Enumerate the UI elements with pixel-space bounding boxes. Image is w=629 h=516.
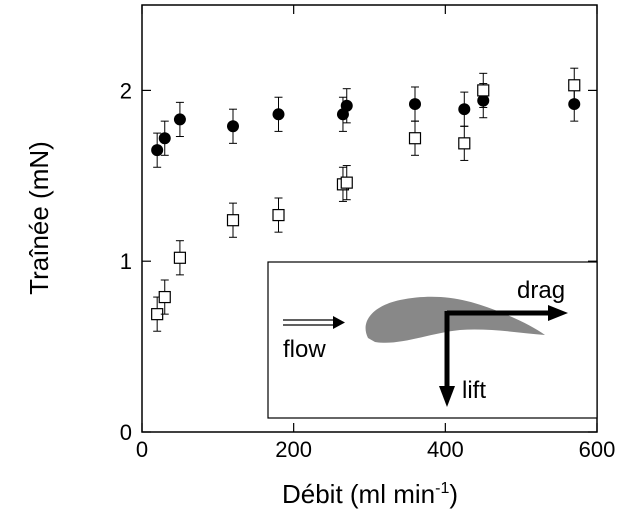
- x-axis-label-end: ): [449, 479, 458, 509]
- point: [408, 132, 422, 145]
- y-tick-label: 2: [120, 78, 132, 103]
- point: [272, 108, 285, 121]
- drag-arrowhead: [548, 305, 568, 321]
- inset-label: lift: [462, 377, 486, 404]
- point: [158, 132, 171, 145]
- y-tick-label: 0: [120, 420, 132, 445]
- flow-arrowhead: [333, 316, 345, 329]
- point: [173, 251, 187, 264]
- plot-frame: [141, 4, 598, 433]
- inset: flow drag lift: [267, 261, 598, 419]
- y-axis-label: Traînée (mN): [24, 141, 54, 295]
- point: [151, 144, 164, 157]
- x-tick-label: 0: [136, 437, 148, 462]
- x-axis-label-sup: -1: [435, 480, 449, 497]
- inset-frame: [267, 261, 598, 419]
- point: [568, 98, 581, 111]
- point: [272, 208, 285, 222]
- point: [340, 176, 353, 189]
- point: [458, 137, 471, 150]
- x-axis-label: Débit (ml min-1): [282, 479, 458, 509]
- lift-arrowhead: [439, 386, 455, 407]
- y-tick-label: 1: [120, 249, 132, 274]
- point: [340, 99, 353, 112]
- airfoil: [365, 296, 545, 343]
- point: [158, 290, 171, 304]
- point: [226, 214, 240, 227]
- x-tick-label: 400: [427, 437, 464, 462]
- x-axis-label-text: Débit (ml min: [282, 479, 435, 509]
- point: [173, 113, 186, 126]
- inset-label: flow: [283, 336, 326, 363]
- inset-label: drag: [517, 277, 565, 304]
- point: [477, 84, 490, 97]
- point: [458, 103, 471, 116]
- point: [568, 79, 581, 92]
- point: [227, 120, 239, 133]
- x-tick-label: 200: [275, 437, 312, 462]
- x-tick-label: 600: [579, 437, 616, 462]
- point: [409, 98, 421, 111]
